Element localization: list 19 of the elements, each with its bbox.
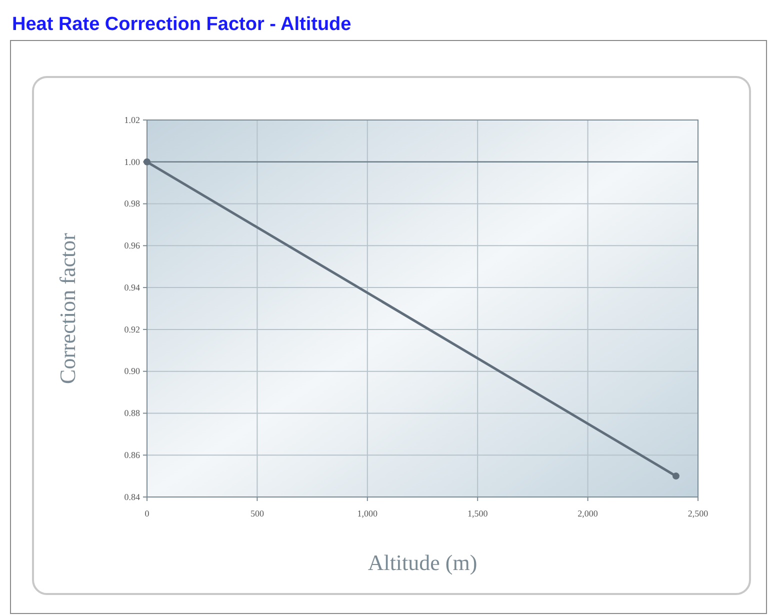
y-tick-label: 0.96 bbox=[124, 240, 140, 251]
x-axis-title: Altitude (m) bbox=[368, 550, 478, 575]
x-tick-label: 1,500 bbox=[467, 508, 488, 519]
y-tick-label: 0.86 bbox=[124, 450, 140, 460]
y-tick-label: 1.00 bbox=[124, 156, 140, 167]
y-tick-label: 1.02 bbox=[124, 114, 140, 125]
y-tick-label: 0.94 bbox=[124, 282, 140, 292]
x-tick-label: 1,000 bbox=[357, 508, 378, 519]
y-tick-label: 0.92 bbox=[124, 324, 140, 334]
y-tick-label: 0.98 bbox=[124, 198, 140, 209]
y-tick-label: 0.84 bbox=[124, 492, 140, 502]
chart-title: Heat Rate Correction Factor - Altitude bbox=[12, 14, 352, 35]
y-tick-label: 0.90 bbox=[124, 366, 140, 376]
y-tick-label: 0.88 bbox=[124, 408, 140, 418]
y-axis-title: Correction factor bbox=[55, 232, 80, 384]
x-tick-label: 2,500 bbox=[688, 508, 709, 519]
x-tick-label: 0 bbox=[144, 508, 150, 519]
x-tick-label: 500 bbox=[250, 508, 264, 519]
x-tick-label: 2,000 bbox=[578, 508, 598, 519]
